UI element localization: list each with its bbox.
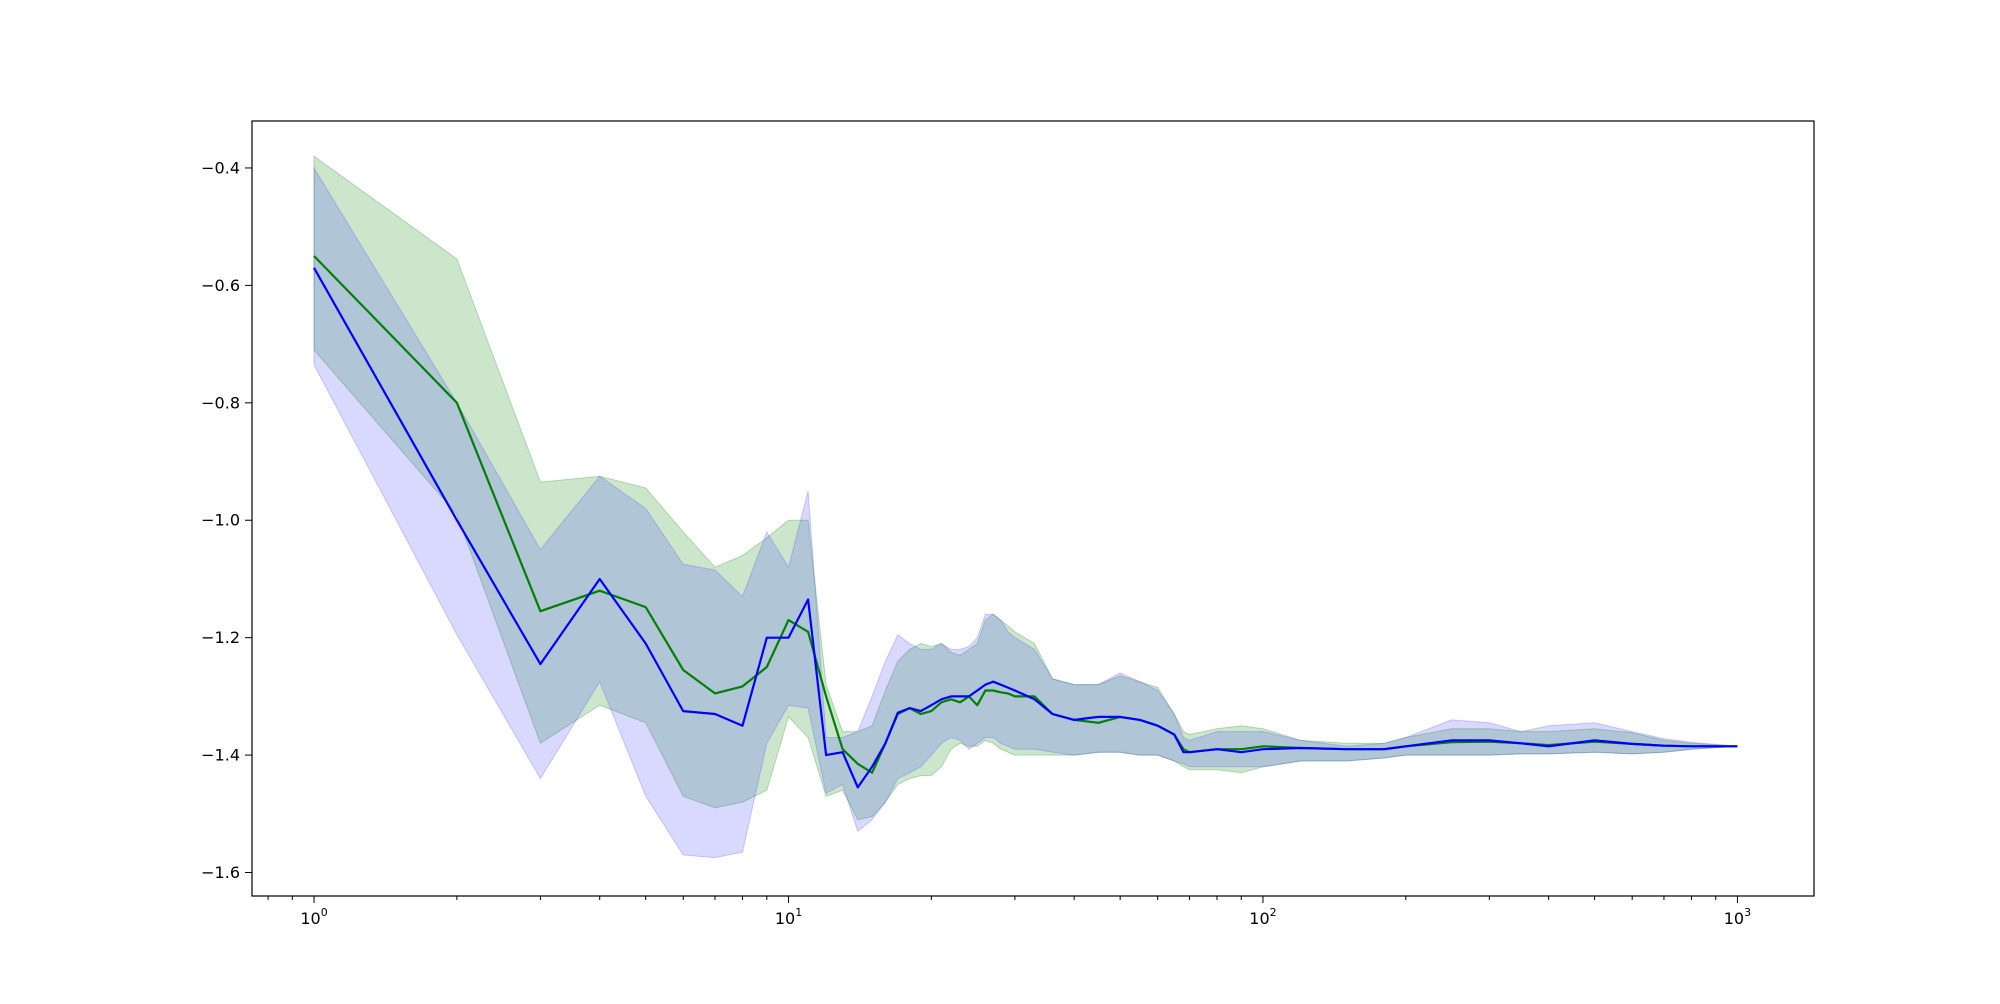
series-2-line [313, 267, 1738, 789]
y-tick-label: −0.8 [201, 393, 240, 412]
y-tick-label: −1.4 [201, 746, 240, 765]
y-tick-label: −0.4 [201, 158, 240, 177]
y-tick-label: −0.6 [201, 276, 240, 295]
y-tick-label: −1.6 [201, 863, 240, 882]
y-tick-label: −1.2 [201, 628, 240, 647]
y-tick-label: −1.0 [201, 511, 240, 530]
plot-frame [251, 120, 1815, 897]
x-tick-label: 102 [1249, 906, 1276, 928]
x-tick-label: 101 [775, 906, 802, 928]
confidence-bands [313, 155, 1738, 859]
series-1-band [313, 155, 1738, 821]
x-axis: 100 101 102 103 [267, 896, 1751, 928]
y-axis: −0.4 −0.6 −0.8 −1.0 −1.2 −1.4 −1.6 [201, 158, 252, 882]
series-lines [313, 255, 1738, 789]
x-tick-label: 100 [300, 906, 327, 928]
x-tick-label: 103 [1724, 906, 1751, 928]
